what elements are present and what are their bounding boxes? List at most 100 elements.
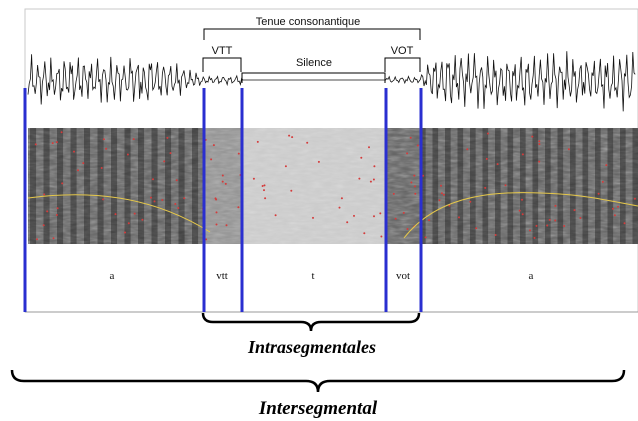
striation [632,128,638,244]
formant-dot [288,134,291,137]
striation [520,128,526,244]
formant-dot [132,138,135,141]
formant-dot [484,186,487,189]
formant-dot [225,224,228,227]
formant-dot [531,135,534,138]
formant-dot [369,180,372,183]
formant-dot [440,192,443,195]
formant-dot [291,136,294,139]
formant-dot [51,142,54,145]
formant-dot [42,224,45,227]
formant-dot [141,218,144,221]
striation [124,128,131,244]
formant-dot [538,140,541,143]
formant-dot [613,214,616,217]
formant-dot [496,163,499,166]
formant-dot [392,192,395,195]
formant-dot [290,189,293,192]
formant-dot [127,222,130,225]
segment-label-vot: vot [396,270,410,282]
striation [595,128,601,244]
formant-dot [521,198,523,201]
formant-dot [82,162,85,165]
formant-dot [133,212,136,215]
formant-dot [363,232,366,235]
formant-dot [105,147,108,150]
striation [151,128,158,244]
formant-dot [346,221,349,224]
formant-dot [563,225,566,227]
silence-bracket [241,72,386,83]
formant-dot [263,184,266,187]
formant-dot [538,143,541,146]
formant-dot [150,196,152,199]
striation [178,128,185,244]
formant-dot [579,217,582,219]
formant-dot [221,180,224,183]
striation [70,128,77,244]
formant-dot [402,211,405,214]
formant-dot [36,238,38,241]
formant-dot [340,197,343,200]
formant-dot [34,143,37,146]
formant-dot [440,184,442,187]
formant-dot [535,224,538,227]
formant-dot [554,204,557,207]
formant-dot [174,203,177,205]
formant-dot [485,157,488,160]
formant-dot [153,200,156,203]
vot-bracket [384,57,421,72]
formant-dot [612,207,614,210]
striation [445,128,451,244]
formant-dot [406,152,409,155]
striation [507,128,514,244]
formant-track [28,192,638,239]
formant-dot [597,192,600,195]
segment-boundaries [23,88,423,312]
striation [582,128,589,244]
formant-dot [52,237,55,240]
formant-dot [274,214,277,217]
formant-dot [573,209,576,212]
formant-dot [353,214,355,217]
vtt-label: VTT [212,45,233,57]
formant-dot [475,227,478,230]
formant-dot [458,216,460,219]
striation [470,128,476,244]
striation [620,128,626,244]
formant-dot [100,167,103,169]
formant-dot [264,197,267,200]
formant-dot [416,144,419,147]
formant-dot [518,209,521,212]
striation [495,128,501,244]
formant-dot [521,213,524,216]
formant-dot [60,131,63,134]
formant-dot [124,231,126,234]
formant-dot [548,218,551,221]
tenue-bracket [203,28,421,40]
formant-dot [487,132,489,135]
formant-dot [379,212,382,215]
formant-dot [61,182,64,185]
formant-dot [428,219,431,222]
formant-dot [442,193,445,196]
striation [192,128,199,244]
formant-dot [494,234,497,236]
formant-dot [56,207,59,210]
formant-dot [414,192,417,195]
formant-dot [261,185,264,187]
striation [30,128,37,244]
striation [57,128,64,244]
formant-dot [284,165,287,168]
formant-dot [413,174,416,177]
formant-dot [410,181,413,184]
formant-dot [237,152,240,155]
formant-dot [215,198,218,201]
formant-dot [380,235,383,238]
intrasegmentales-label: Intrasegmentales [247,337,376,357]
formant-dot [224,182,227,185]
voicing-striations [30,128,638,244]
formant-dot [360,156,363,159]
segment-label-a1: a [110,270,115,282]
striation [557,128,564,244]
